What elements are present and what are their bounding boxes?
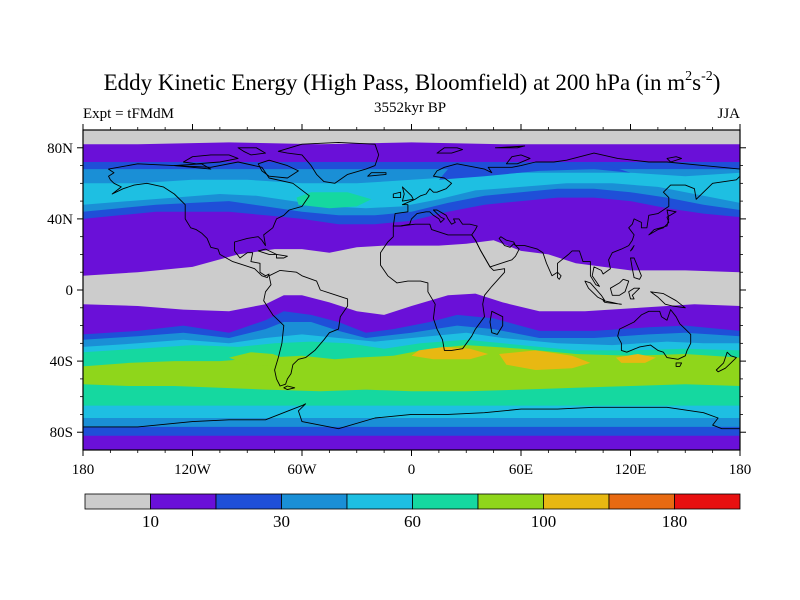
y-tick-label-0: 80N <box>47 141 73 157</box>
x-axis: 180 120W 60W 0 60E 120E 180 <box>72 124 752 478</box>
contour-region-17 <box>438 162 631 180</box>
colorbar-box-1 <box>150 493 217 510</box>
coastline-0 <box>108 161 310 279</box>
contour-region-1 <box>83 240 740 315</box>
subtitle-right: JJA <box>717 106 740 122</box>
coastline-6 <box>83 403 740 450</box>
x-tick-label-6: 180 <box>729 462 752 478</box>
coastline-15 <box>628 287 641 300</box>
coastline-13 <box>602 300 622 305</box>
coastline-32 <box>494 145 526 149</box>
coastline-22 <box>257 248 277 255</box>
chart-title-sup1: 2 <box>685 69 692 84</box>
coastline-29 <box>505 154 531 165</box>
y-axis: 80N 40N 0 40S 80S <box>47 141 746 441</box>
chart-title-unit: s <box>692 70 701 95</box>
coastline-14 <box>609 278 630 296</box>
contour-region-9 <box>411 346 489 360</box>
colorbar-box-7 <box>543 493 610 510</box>
contour-region-16 <box>296 192 372 209</box>
coastline-4 <box>392 152 740 287</box>
coastline-31 <box>666 156 683 163</box>
y-tick-label-4: 80S <box>50 425 73 441</box>
contour-region-11 <box>615 354 656 363</box>
contour-region-15 <box>83 172 740 209</box>
colorbar-label-1: 30 <box>273 512 290 531</box>
coastline-19 <box>557 271 562 280</box>
colorbar-box-8 <box>608 493 675 510</box>
coastline-28 <box>173 163 212 170</box>
coastline-17 <box>630 257 642 280</box>
colorbar-box-4 <box>346 493 413 510</box>
colorbar-box-0 <box>84 493 151 510</box>
coastline-2 <box>277 141 380 184</box>
chart-title-close: ) <box>713 70 721 95</box>
coastline-7 <box>489 310 504 335</box>
coastline-16 <box>650 291 686 309</box>
x-tick-label-3: 0 <box>408 462 416 478</box>
contour-region-10 <box>499 350 591 370</box>
x-tick-label-2: 60W <box>287 462 317 478</box>
chart-title-sup2: -2 <box>701 69 713 84</box>
contour-region-8 <box>229 352 291 367</box>
x-tick-label-4: 60E <box>509 462 533 478</box>
colorbar-box-5 <box>412 493 479 510</box>
x-tick-label-1: 120W <box>174 462 212 478</box>
colorbar-box-2 <box>215 493 282 510</box>
coastline-25 <box>257 159 299 179</box>
colorbar-label-3: 100 <box>531 512 557 531</box>
chart-title-main: Eddy Kinetic Energy (High Pass, Bloomfie… <box>104 70 686 95</box>
coastline-30 <box>436 147 464 154</box>
coastline-24 <box>283 385 296 391</box>
coastline-5 <box>617 309 692 360</box>
map-plot-area <box>83 130 740 450</box>
coastline-1 <box>263 269 349 387</box>
colorbar-label-0: 10 <box>142 512 159 531</box>
x-tick-label-0: 180 <box>72 462 95 478</box>
colorbar-label-4: 180 <box>662 512 688 531</box>
chart-title: Eddy Kinetic Energy (High Pass, Bloomfie… <box>104 69 721 95</box>
coastline-21 <box>675 362 683 367</box>
coastline-layer <box>83 141 740 450</box>
coastline-18 <box>715 351 737 373</box>
coastline-9 <box>392 191 402 199</box>
colorbar: 10 30 60 100 180 <box>84 493 741 531</box>
colorbar-box-6 <box>477 493 544 510</box>
colorbar-label-2: 60 <box>404 512 421 531</box>
contour-region-7 <box>83 345 740 392</box>
y-tick-label-1: 40N <box>47 212 73 228</box>
subtitle-left: Expt = tFMdM <box>83 106 174 122</box>
coastline-11 <box>648 209 677 236</box>
coastline-3 <box>380 223 506 351</box>
contour-region-2 <box>83 130 740 145</box>
coastline-27 <box>237 147 266 156</box>
colorbar-box-9 <box>674 493 741 510</box>
x-tick-label-5: 120E <box>615 462 647 478</box>
coastline-20 <box>630 245 635 252</box>
subtitle-center: 3552kyr BP <box>374 100 446 116</box>
colorbar-box-3 <box>281 493 348 510</box>
coastline-8 <box>401 186 414 202</box>
contour-fill-layer <box>83 130 740 450</box>
y-tick-label-3: 40S <box>50 354 73 370</box>
coastline-26 <box>182 154 239 165</box>
y-tick-label-2: 0 <box>66 283 74 299</box>
coastline-10 <box>367 172 387 177</box>
coastline-23 <box>276 253 288 259</box>
